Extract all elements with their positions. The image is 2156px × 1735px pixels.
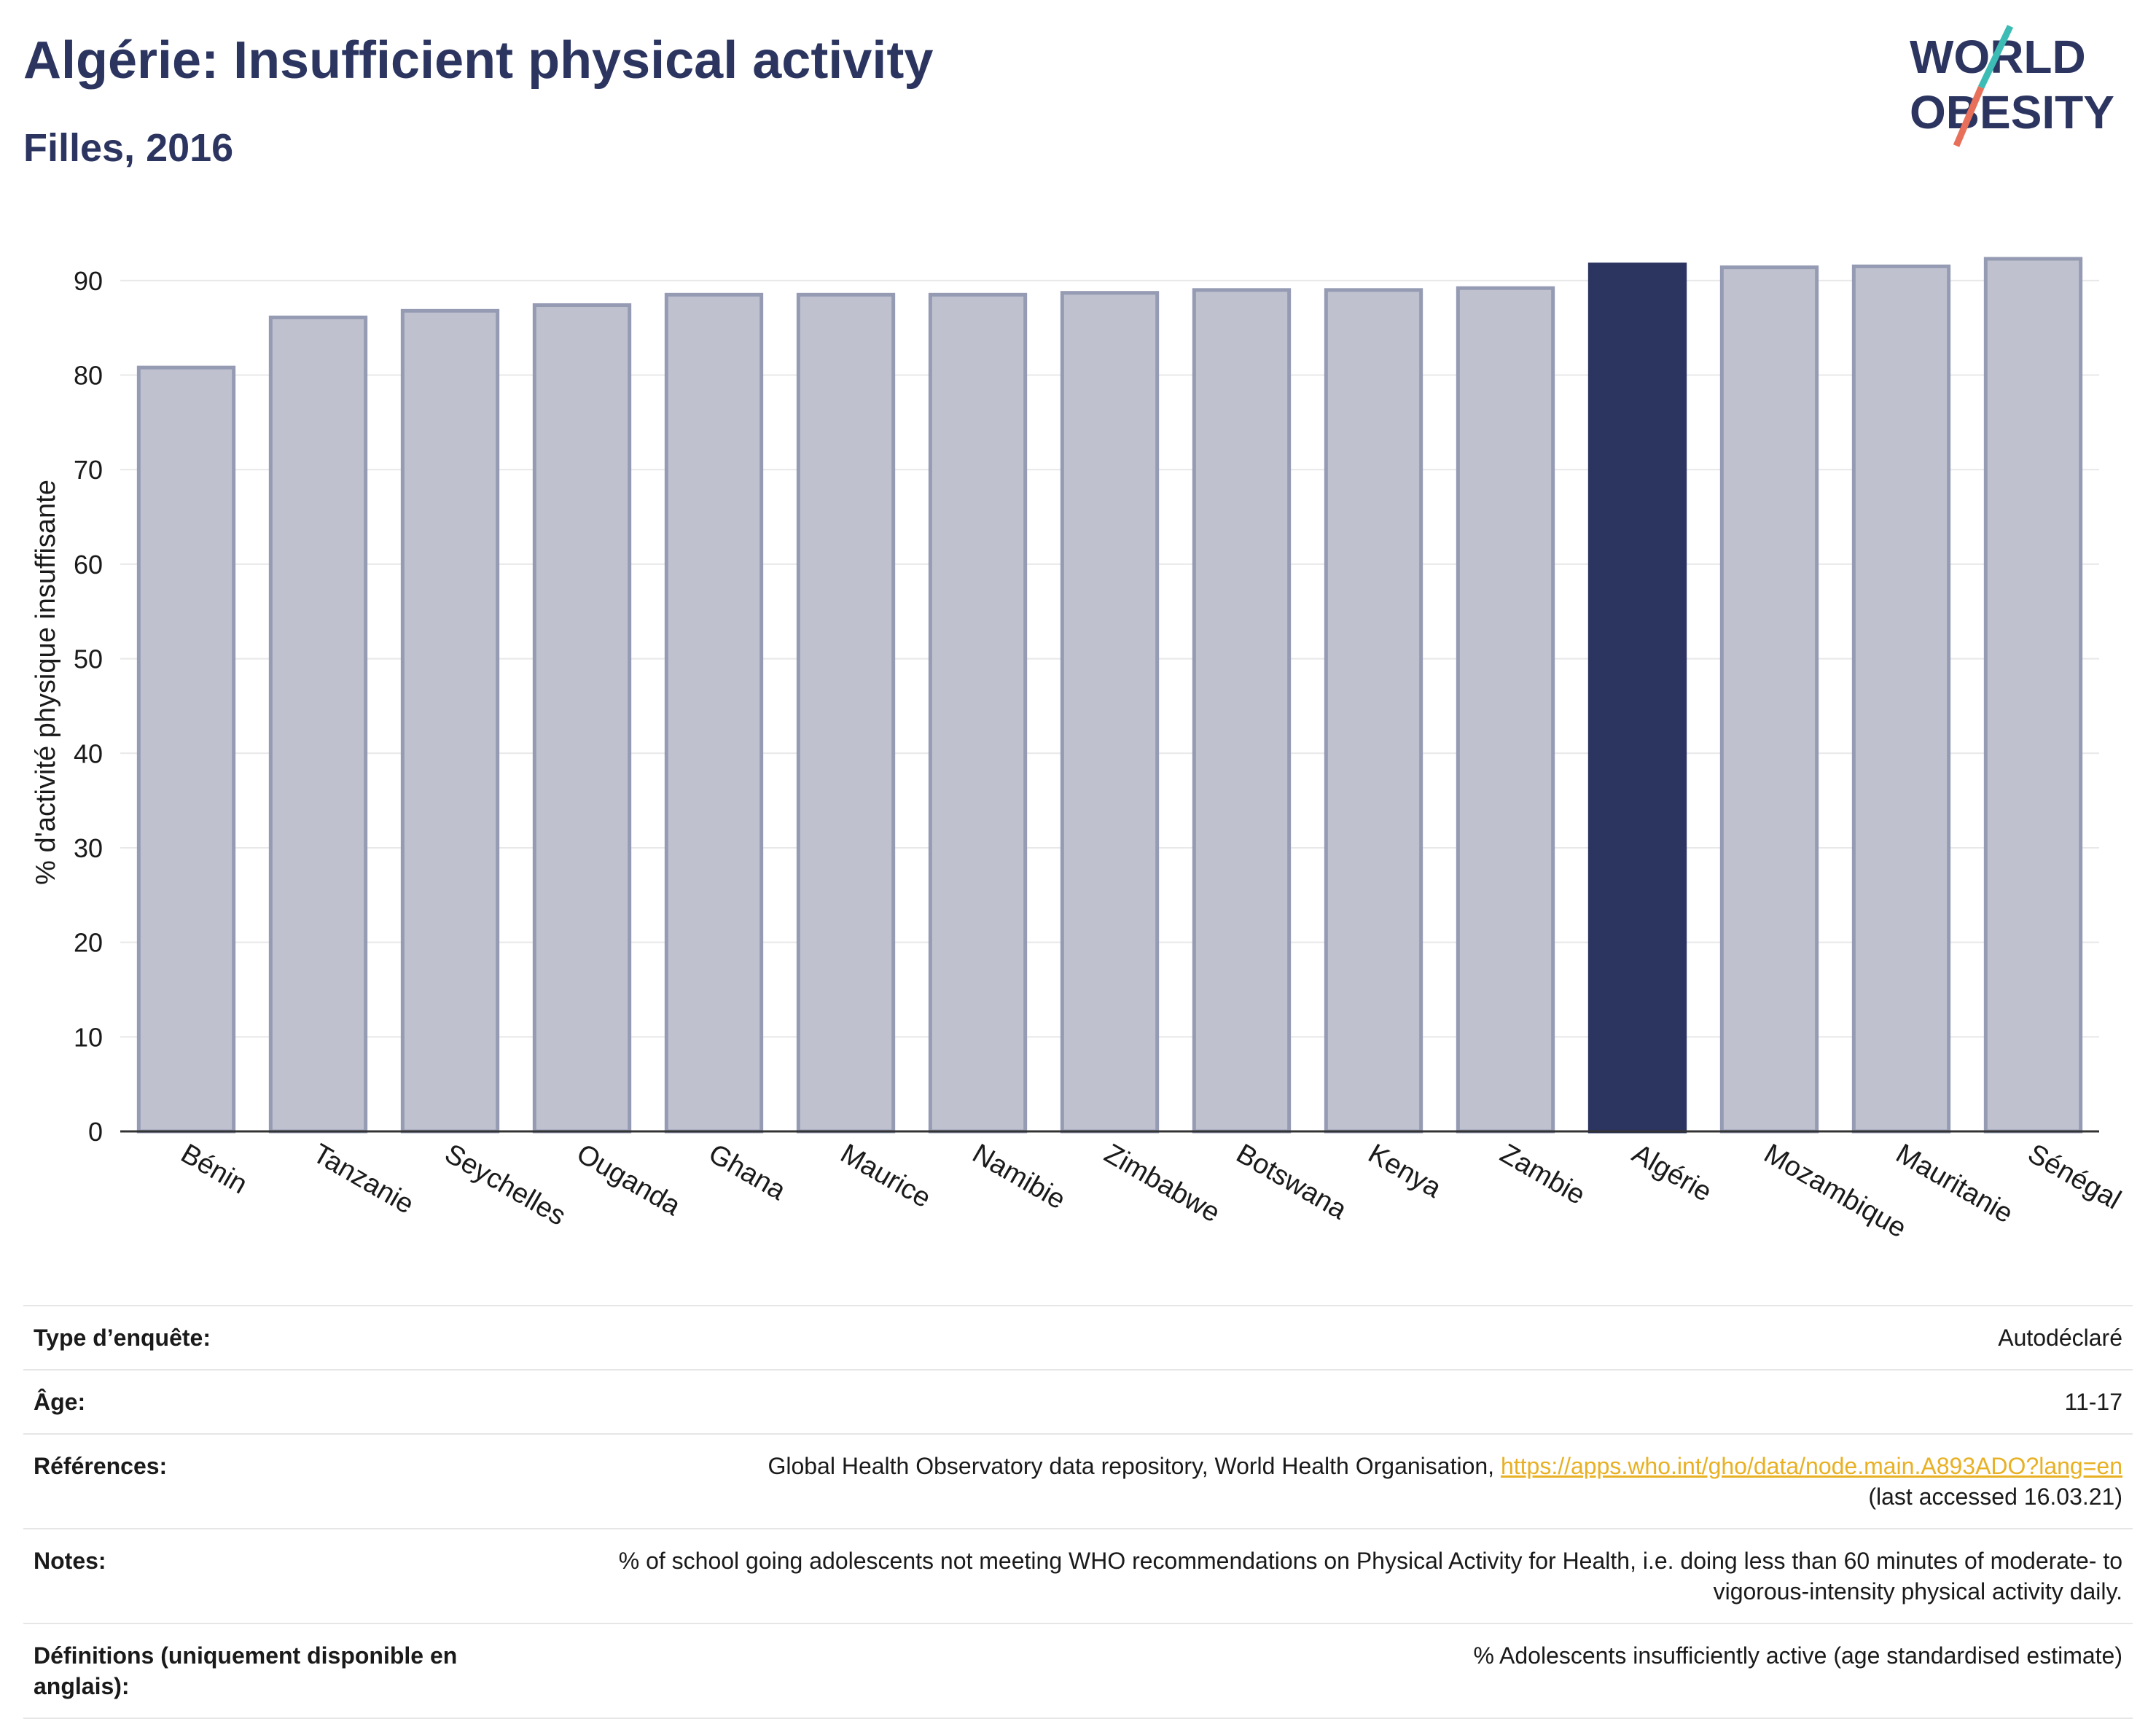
meta-row-notes: Notes: % of school going adolescents not…: [23, 1528, 2133, 1623]
meta-key: Références:: [23, 1433, 569, 1529]
logo-line2: OBESITY: [1910, 86, 2114, 139]
bar: [928, 292, 1028, 1134]
y-tick-label: 60: [74, 550, 103, 580]
bar: [1324, 288, 1423, 1134]
x-tick-label: Algérie: [1627, 1138, 1716, 1208]
x-tick-label: Sénégal: [2023, 1138, 2126, 1215]
meta-key: Type d’enquête:: [23, 1305, 569, 1370]
y-tick-label: 40: [74, 738, 103, 768]
bar: [1983, 257, 2083, 1134]
bar: [532, 303, 632, 1134]
x-tick-label: Mauritanie: [1891, 1138, 2018, 1229]
y-tick-label: 70: [74, 455, 103, 485]
meta-row-references: Références: Global Health Observatory da…: [23, 1433, 2133, 1529]
chart-subtitle: Filles, 2016: [23, 126, 234, 170]
bar: [664, 292, 764, 1134]
meta-row-definitions: Définitions (uniquement disponible en an…: [23, 1623, 2133, 1719]
bar: [400, 308, 500, 1134]
metadata-table: Type d’enquête: Autodéclaré Âge: 11-17 R…: [23, 1305, 2133, 1719]
meta-value: Autodéclaré: [569, 1305, 2133, 1370]
x-tick-label: Botswana: [1231, 1138, 1352, 1225]
y-tick-label: 90: [74, 266, 103, 296]
y-tick-label: 80: [74, 361, 103, 391]
y-tick-label: 20: [74, 928, 103, 958]
reference-accessed: (last accessed 16.03.21): [1868, 1483, 2122, 1510]
bar: [1192, 288, 1292, 1134]
x-tick-label: Zambie: [1495, 1138, 1590, 1211]
x-tick-label: Mozambique: [1759, 1138, 1911, 1244]
meta-row-age: Âge: 11-17: [23, 1369, 2133, 1434]
x-tick-label: Seychelles: [440, 1138, 571, 1231]
x-tick-label: Ghana: [703, 1138, 792, 1206]
bar: [136, 365, 236, 1134]
y-tick-label: 50: [74, 644, 103, 674]
y-tick-label: 0: [88, 1117, 103, 1147]
bar: [1719, 265, 1819, 1134]
meta-value: % of school going adolescents not meetin…: [569, 1528, 2133, 1623]
meta-value: Global Health Observatory data repositor…: [569, 1433, 2133, 1529]
meta-row-survey-type: Type d’enquête: Autodéclaré: [23, 1305, 2133, 1370]
y-axis-label: % d'activité physique insuffisante: [31, 480, 61, 885]
x-tick-label: Ouganda: [571, 1138, 686, 1222]
reference-link[interactable]: https://apps.who.int/gho/data/node.main.…: [1500, 1453, 2122, 1479]
x-tick-label: Maurice: [835, 1138, 936, 1214]
meta-key: Âge:: [23, 1369, 569, 1434]
bar: [1851, 264, 1951, 1134]
bar: [1456, 286, 1555, 1134]
y-tick-label: 10: [74, 1022, 103, 1052]
logo-slash-teal: [1977, 25, 2014, 89]
bar: [796, 292, 896, 1134]
x-tick-label: Tanzanie: [308, 1138, 419, 1220]
bar: [1587, 262, 1687, 1134]
meta-value: 11-17: [569, 1369, 2133, 1434]
chart-title: Algérie: Insufficient physical activity: [23, 31, 934, 90]
x-tick-label: Namibie: [967, 1138, 1071, 1215]
reference-text: Global Health Observatory data repositor…: [768, 1453, 1501, 1479]
bar-chart: 0 10 20 30 40 50 60 70 80 90 % d'activité physique…: [31, 257, 2126, 1244]
x-tick-label: Kenya: [1363, 1138, 1447, 1204]
y-tick-label: 30: [74, 833, 103, 863]
meta-key: Définitions (uniquement disponible en an…: [23, 1623, 569, 1719]
world-obesity-logo: WORLD OBESITY: [1910, 25, 2114, 147]
x-tick-label: Zimbabwe: [1099, 1138, 1225, 1228]
bar: [268, 315, 368, 1134]
meta-key: Notes:: [23, 1528, 569, 1623]
meta-value: % Adolescents insufficiently active (age…: [569, 1623, 2133, 1719]
x-tick-label: Bénin: [176, 1138, 252, 1200]
bar: [1060, 291, 1160, 1134]
logo-slash-red: [1953, 86, 1985, 147]
